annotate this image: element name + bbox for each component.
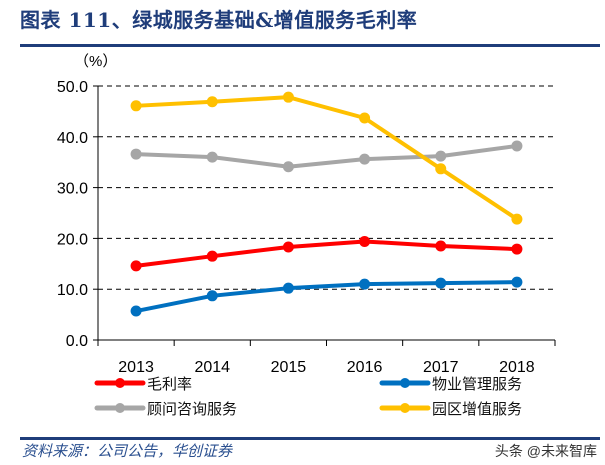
- y-tick-label: 0.0: [66, 333, 88, 350]
- source-note: 资料来源：公司公告，华创证券: [22, 442, 233, 460]
- legend-label: 毛利率: [147, 375, 192, 393]
- x-tick-label: 2014: [194, 359, 230, 376]
- data-point: [359, 153, 371, 165]
- data-point: [511, 213, 523, 225]
- data-point: [359, 112, 371, 124]
- data-point: [206, 250, 218, 262]
- x-tick-label: 2017: [423, 359, 459, 376]
- title-rule: [20, 44, 600, 47]
- legend-label: 顾问咨询服务: [147, 400, 237, 418]
- y-tick-label: 40.0: [57, 130, 88, 147]
- data-point: [130, 260, 142, 272]
- x-tick-label: 2015: [271, 359, 307, 376]
- data-point: [282, 91, 294, 103]
- series-line: [136, 143, 518, 169]
- footer-rule: [20, 437, 600, 440]
- data-point: [130, 305, 142, 317]
- x-tick-label: 2013: [118, 359, 154, 376]
- data-point: [130, 148, 142, 160]
- data-point: [435, 150, 447, 162]
- watermark: 头条 @未来智库: [494, 443, 597, 459]
- data-point: [435, 277, 447, 289]
- series-line: [135, 95, 519, 221]
- y-tick-label: 20.0: [57, 231, 88, 248]
- y-tick-label: 50.0: [57, 79, 88, 96]
- x-tick-label: 2016: [347, 359, 383, 376]
- series-line: [135, 280, 517, 314]
- legend-marker: [115, 378, 125, 388]
- series-line: [135, 239, 517, 268]
- y-axis-label: （%）: [74, 53, 117, 70]
- y-tick-label: 30.0: [57, 181, 88, 198]
- legend-label: 园区增值服务: [432, 400, 522, 418]
- data-point: [511, 140, 523, 152]
- data-point: [282, 282, 294, 294]
- chart-title: 图表 111、绿城服务基础&增值服务毛利率: [20, 8, 418, 32]
- data-point: [206, 96, 218, 108]
- data-point: [282, 241, 294, 253]
- data-point: [435, 240, 447, 252]
- data-point: [511, 243, 523, 255]
- data-point: [511, 276, 523, 288]
- x-tick-label: 2018: [499, 359, 535, 376]
- legend-marker: [400, 378, 410, 388]
- data-point: [206, 290, 218, 302]
- data-point: [130, 100, 142, 112]
- data-point: [282, 161, 294, 173]
- legend-marker: [115, 403, 125, 413]
- data-point: [359, 235, 371, 247]
- line-chart: （%） 0.0 10.0 20.0 30.0 40.0 50.0 2013 2014 2015 2…: [57, 53, 556, 418]
- legend-label: 物业管理服务: [432, 375, 522, 393]
- data-point: [206, 151, 218, 163]
- data-point: [359, 278, 371, 290]
- data-point: [435, 163, 447, 175]
- legend-marker: [400, 403, 410, 413]
- y-tick-label: 10.0: [57, 282, 88, 299]
